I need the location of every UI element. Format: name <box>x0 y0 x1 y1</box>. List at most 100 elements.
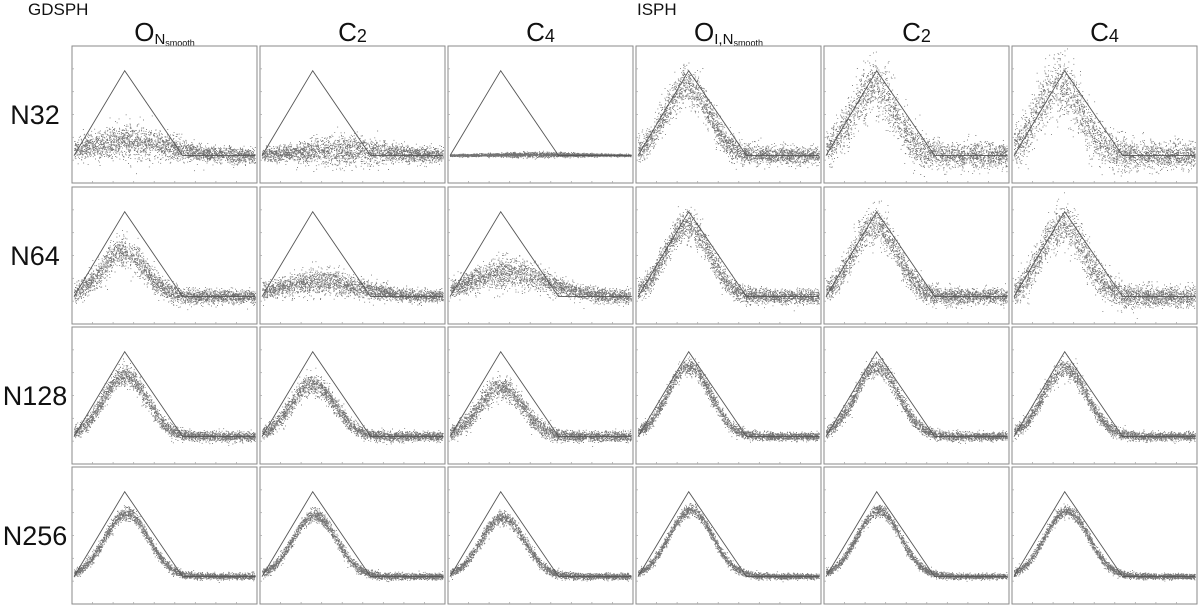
scatter-panel-r3-c1 <box>259 466 446 605</box>
reference-profile-line <box>637 490 819 578</box>
scatter-points <box>638 62 820 170</box>
scatter-points <box>74 358 256 447</box>
panel-frame <box>635 466 822 605</box>
panel-frame <box>259 45 446 184</box>
scatter-panel-r1-c2 <box>447 186 634 325</box>
panel-frame <box>447 186 634 325</box>
panel-frame <box>71 466 258 605</box>
reference-profile-line <box>449 69 631 157</box>
row-label-n256: N256 <box>2 520 68 551</box>
scatter-panel-r3-c3 <box>635 466 822 605</box>
reference-profile-line <box>73 210 255 298</box>
panel-frame <box>1011 45 1198 184</box>
reference-profile-line <box>637 69 819 157</box>
panel-frame <box>71 45 258 184</box>
scatter-panel-r0-c0 <box>71 45 258 184</box>
column-header-main: O <box>694 17 715 47</box>
column-header-subscript: 2 <box>356 26 367 46</box>
panel-frame <box>447 466 634 605</box>
reference-profile-line <box>73 350 255 438</box>
panel-frame <box>1011 326 1198 465</box>
scatter-points <box>1014 355 1196 445</box>
panel-frame <box>447 45 634 184</box>
scatter-points <box>826 357 1008 445</box>
panel-frame <box>259 186 446 325</box>
panel-frame <box>823 186 1010 325</box>
panel-frame <box>823 466 1010 605</box>
reference-profile-line <box>449 490 631 578</box>
column-header-subscript: I,N <box>714 31 734 48</box>
scatter-panel-r0-c3 <box>635 45 822 184</box>
scatter-panel-r1-c0 <box>71 186 258 325</box>
panel-frame <box>635 186 822 325</box>
reference-profile-line <box>449 350 631 438</box>
panel-frame <box>1011 466 1198 605</box>
scatter-panel-r1-c1 <box>259 186 446 325</box>
column-header-subscript: 4 <box>544 26 555 46</box>
panel-frame <box>71 326 258 465</box>
scatter-points <box>74 230 256 311</box>
scatter-panel-r3-c0 <box>71 466 258 605</box>
scatter-panel-r3-c5 <box>1011 466 1198 605</box>
scatter-points <box>638 356 820 443</box>
scatter-panel-r2-c3 <box>635 326 822 465</box>
column-header-subscript: 4 <box>1108 26 1119 46</box>
scatter-points <box>826 200 1008 310</box>
panel-frame <box>635 326 822 465</box>
column-header-3: OI,Nsmooth <box>636 16 821 48</box>
column-header-subsubscript: smooth <box>733 38 763 48</box>
reference-profile-line <box>261 350 443 438</box>
panel-frame <box>1011 186 1198 325</box>
scatter-panel-r0-c2 <box>447 45 634 184</box>
column-header-5: C4 <box>1012 16 1197 48</box>
column-header-4: C2 <box>824 16 1009 48</box>
scatter-panel-r1-c5 <box>1011 186 1198 325</box>
group-label-gdsph: GDSPH <box>28 0 89 19</box>
column-header-subscript: 2 <box>920 26 931 46</box>
reference-profile-line <box>1013 350 1195 438</box>
reference-profile-line <box>825 490 1007 578</box>
scatter-panel-r2-c5 <box>1011 326 1198 465</box>
column-header-main: O <box>134 17 155 47</box>
reference-profile-line <box>637 210 819 298</box>
column-header-main: C <box>902 17 921 47</box>
panel-frame <box>71 186 258 325</box>
column-header-main: C <box>1090 17 1109 47</box>
scatter-panel-r2-c1 <box>259 326 446 465</box>
scatter-panel-r0-c1 <box>259 45 446 184</box>
scatter-points <box>1014 503 1196 582</box>
reference-profile-line <box>637 350 819 438</box>
scatter-points <box>1014 48 1196 183</box>
scatter-panel-r1-c4 <box>823 186 1010 325</box>
scatter-panel-r0-c4 <box>823 45 1010 184</box>
scatter-panel-r2-c2 <box>447 326 634 465</box>
reference-profile-line <box>449 210 631 298</box>
row-label-n32: N32 <box>10 99 60 130</box>
scatter-points <box>262 126 444 172</box>
column-header-subscript: N <box>154 31 166 48</box>
scatter-panel-r3-c4 <box>823 466 1010 605</box>
scatter-panel-r3-c2 <box>447 466 634 605</box>
scatter-panel-r0-c5 <box>1011 45 1198 184</box>
scatter-panel-r2-c4 <box>823 326 1010 465</box>
reference-profile-line <box>825 210 1007 298</box>
reference-profile-line <box>825 350 1007 438</box>
reference-profile-line <box>1013 69 1195 157</box>
reference-profile-line <box>73 490 255 578</box>
column-header-subsubscript: smooth <box>165 38 195 48</box>
row-label-n128: N128 <box>2 380 68 411</box>
column-header-main: C <box>338 17 357 47</box>
column-header-2: C4 <box>448 16 633 48</box>
panel-frame <box>259 326 446 465</box>
group-label-isph: ISPH <box>637 0 677 19</box>
column-header-0: ONsmooth <box>72 16 257 48</box>
column-header-1: C2 <box>260 16 445 48</box>
panel-frame <box>447 326 634 465</box>
scatter-points <box>262 506 444 583</box>
panel-frame <box>259 466 446 605</box>
reference-profile-line <box>261 69 443 157</box>
reference-profile-line <box>73 69 255 157</box>
row-label-n64: N64 <box>10 240 60 271</box>
scatter-panel-r2-c0 <box>71 326 258 465</box>
